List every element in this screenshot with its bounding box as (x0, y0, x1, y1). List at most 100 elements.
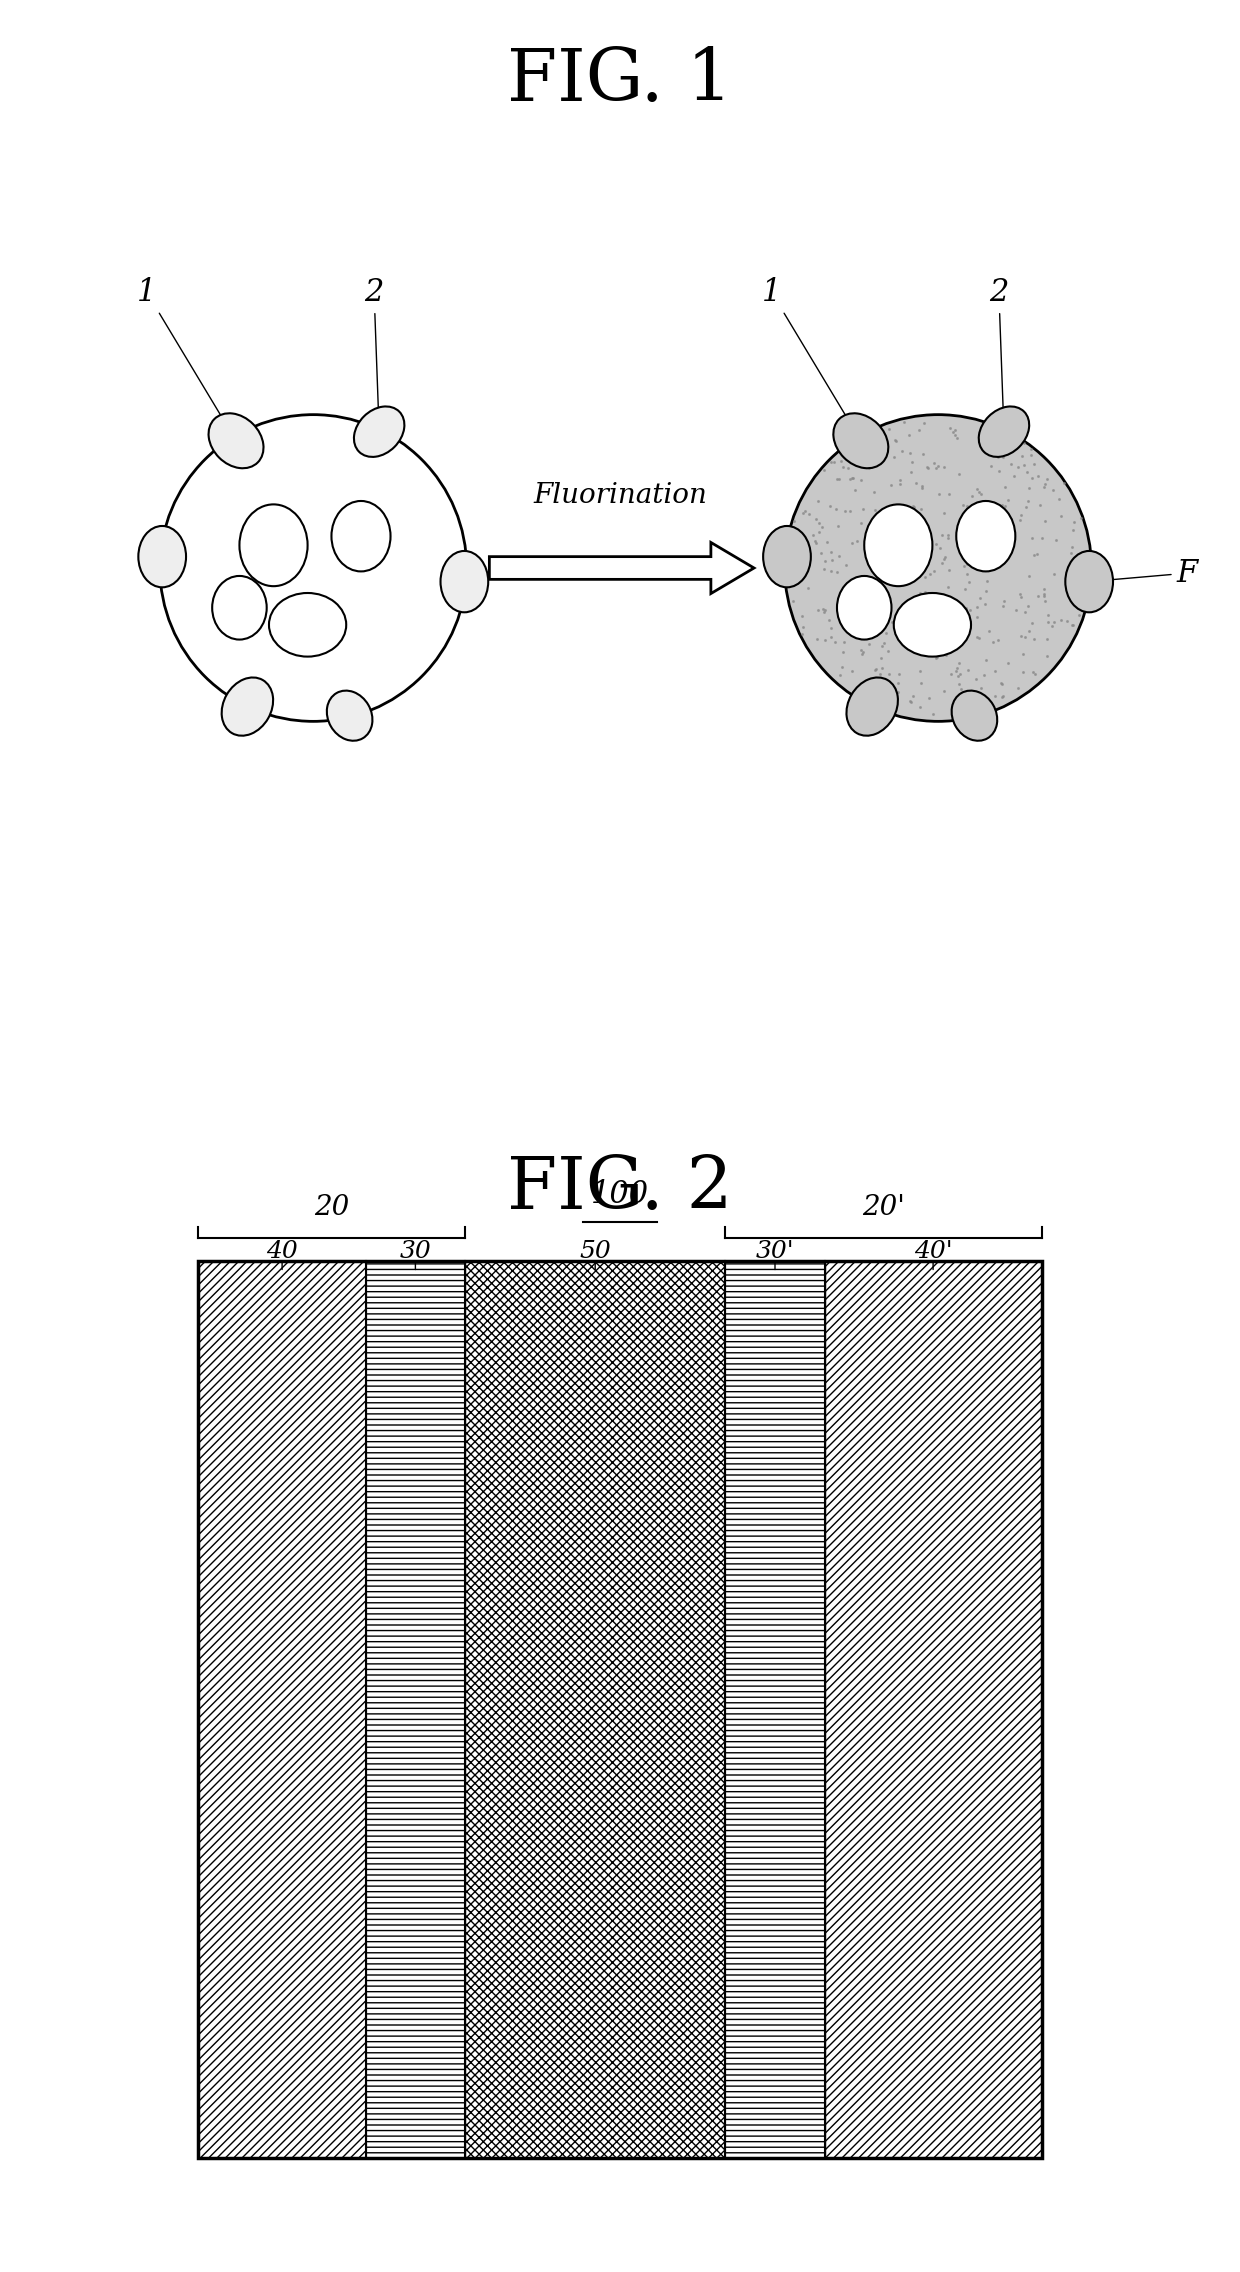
Point (947, 420, 967, 457)
Text: 2: 2 (365, 277, 383, 429)
Point (1034, 468, 1054, 504)
Point (885, 423, 905, 459)
Text: 20: 20 (314, 1195, 350, 1220)
Point (873, 675, 893, 711)
Point (1034, 502, 1054, 538)
Point (884, 438, 904, 475)
Circle shape (160, 414, 466, 722)
Point (1011, 579, 1030, 616)
Point (1023, 654, 1043, 691)
Point (870, 602, 890, 638)
Bar (725, 1261, 825, 2158)
Point (830, 538, 849, 575)
Point (932, 545, 952, 582)
Point (1008, 670, 1028, 707)
Point (1024, 620, 1044, 657)
Bar (825, 1261, 1042, 2158)
Point (903, 679, 923, 716)
Point (893, 432, 913, 468)
Point (900, 434, 920, 470)
Ellipse shape (327, 691, 372, 741)
Point (903, 443, 923, 479)
Point (1028, 579, 1048, 616)
Point (910, 652, 930, 688)
Point (851, 504, 870, 541)
Point (813, 550, 833, 586)
Point (1038, 604, 1058, 641)
Point (950, 457, 970, 493)
Point (952, 527, 972, 563)
Point (935, 673, 955, 709)
Point (782, 511, 802, 548)
Point (926, 450, 946, 486)
Point (1011, 618, 1030, 654)
Point (905, 595, 925, 632)
Point (957, 675, 977, 711)
Point (1003, 520, 1023, 557)
Point (911, 588, 931, 625)
Text: 50: 50 (579, 1241, 611, 1263)
Point (877, 616, 897, 652)
Point (842, 525, 862, 561)
Point (945, 411, 965, 448)
Point (808, 591, 828, 627)
Point (835, 625, 854, 661)
Point (856, 593, 875, 629)
Point (827, 554, 847, 591)
Point (1013, 636, 1033, 673)
Point (1022, 604, 1042, 641)
Point (915, 573, 935, 609)
Point (973, 657, 993, 693)
Point (909, 411, 929, 448)
Point (856, 575, 875, 611)
Point (947, 650, 967, 686)
Point (970, 416, 990, 452)
Ellipse shape (763, 525, 811, 586)
Text: 40': 40' (914, 1241, 952, 1263)
Point (971, 579, 991, 616)
Point (869, 563, 889, 600)
Point (1071, 543, 1091, 579)
Point (870, 654, 890, 691)
Point (833, 634, 853, 670)
Point (874, 625, 894, 661)
Point (945, 416, 965, 452)
Point (1006, 593, 1025, 629)
Point (1038, 461, 1058, 498)
Point (784, 550, 804, 586)
Point (918, 450, 937, 486)
Text: FIG. 1: FIG. 1 (507, 45, 733, 116)
Point (975, 586, 994, 623)
Point (823, 443, 843, 479)
Point (954, 523, 973, 559)
Text: 1: 1 (763, 277, 859, 438)
Point (894, 613, 914, 650)
Point (897, 604, 916, 641)
Point (842, 652, 862, 688)
Text: Fluorination: Fluorination (533, 482, 707, 509)
Point (852, 602, 872, 638)
Point (905, 463, 925, 500)
Point (939, 552, 959, 588)
Point (954, 529, 973, 566)
Point (808, 484, 828, 520)
Point (947, 657, 967, 693)
Point (856, 595, 875, 632)
Point (1061, 529, 1081, 566)
Point (924, 695, 944, 732)
Ellipse shape (212, 575, 267, 638)
Point (833, 450, 853, 486)
Point (837, 545, 857, 582)
Point (879, 411, 899, 448)
Point (910, 629, 930, 666)
Point (998, 500, 1018, 536)
Point (940, 411, 960, 448)
Point (872, 538, 892, 575)
Ellipse shape (239, 504, 308, 586)
Point (990, 495, 1009, 532)
Ellipse shape (208, 414, 264, 468)
Point (976, 520, 996, 557)
Point (941, 611, 961, 648)
Ellipse shape (269, 593, 346, 657)
Point (889, 657, 909, 693)
